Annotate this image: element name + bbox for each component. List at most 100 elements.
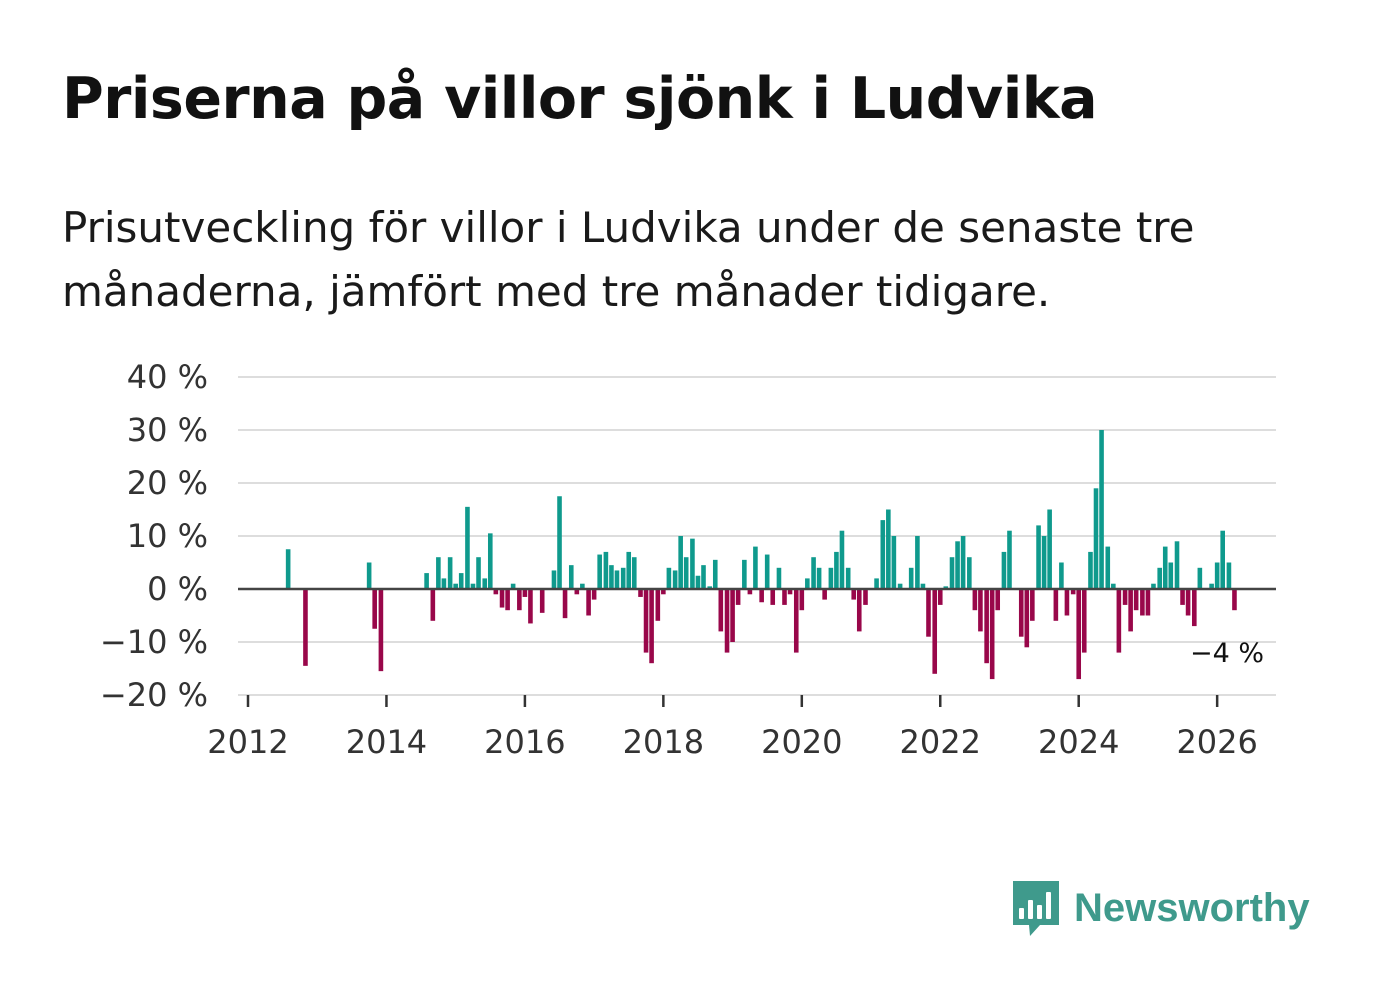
bar (551, 570, 557, 589)
bar (1081, 589, 1087, 653)
bar (1122, 589, 1128, 605)
bar (453, 583, 458, 589)
bar (967, 557, 972, 589)
chart-title: Priserna på villor sjönk i Ludvika (62, 66, 1098, 132)
bar (436, 557, 441, 589)
bar (557, 496, 562, 589)
bar (1128, 589, 1133, 632)
x-tick-label: 2020 (761, 723, 842, 761)
bar (482, 578, 488, 589)
bar (597, 554, 602, 589)
bar (1099, 430, 1104, 589)
bar (1174, 541, 1180, 589)
bar (1053, 589, 1059, 621)
bar (834, 551, 839, 589)
bar (995, 589, 1001, 611)
bar (1093, 488, 1099, 589)
bar (1024, 589, 1030, 648)
bar (666, 567, 672, 589)
bar (735, 589, 741, 605)
bar (1036, 525, 1041, 589)
bar (793, 589, 799, 653)
bar (787, 589, 793, 595)
bar (915, 536, 920, 589)
bar (960, 536, 966, 589)
bar (880, 520, 886, 589)
bar (493, 589, 499, 595)
bar (574, 589, 580, 595)
bar (510, 583, 516, 589)
bar (372, 589, 377, 629)
bar (465, 506, 470, 589)
bar (1168, 562, 1174, 589)
bar (1133, 589, 1139, 611)
bar (724, 589, 730, 653)
bar (972, 589, 978, 611)
x-axis-labels: 2012 2014 2016 2018 2020 2022 2024 2026 (207, 723, 1258, 761)
bar (1214, 562, 1220, 589)
bar (522, 589, 528, 597)
bar (897, 583, 903, 589)
bar (799, 589, 805, 611)
bar (1088, 551, 1093, 589)
bar (816, 567, 822, 589)
bar (874, 578, 879, 589)
bar (1007, 530, 1012, 589)
bar (586, 589, 591, 616)
bar (609, 565, 614, 589)
bar (891, 536, 897, 589)
y-tick-label: 10 % (127, 517, 208, 555)
bar (978, 589, 983, 632)
bar (1226, 562, 1232, 589)
bar (1105, 546, 1111, 589)
bar (1151, 583, 1156, 589)
bar (1076, 589, 1082, 680)
bar (955, 541, 960, 589)
bar (631, 557, 637, 589)
bar (1197, 567, 1203, 589)
bar (1047, 509, 1052, 589)
bar-series (285, 430, 1237, 680)
y-tick-label: 0 % (147, 570, 208, 608)
bar (839, 530, 845, 589)
bar (458, 573, 464, 589)
bar (937, 589, 943, 605)
bar (753, 546, 758, 589)
bar (366, 562, 372, 589)
bar (1070, 589, 1076, 595)
bar (441, 578, 447, 589)
bar (1059, 562, 1064, 589)
newsworthy-logo[interactable]: Newsworthy (1010, 878, 1310, 938)
bar (984, 589, 989, 664)
bar (447, 557, 453, 589)
bar (562, 589, 568, 619)
bar (943, 586, 949, 589)
bar (1064, 589, 1070, 616)
bar (989, 589, 995, 680)
x-tick-label: 2022 (900, 723, 981, 761)
bar (949, 557, 955, 589)
bar (1157, 567, 1162, 589)
bar (1209, 583, 1214, 589)
bar (1041, 536, 1047, 589)
bar (638, 589, 643, 597)
bar (759, 589, 764, 603)
bar (1001, 551, 1007, 589)
bar (863, 589, 868, 605)
bar (776, 567, 782, 589)
bar (626, 551, 632, 589)
bar (580, 583, 585, 589)
bar (539, 589, 545, 613)
y-tick-label: 20 % (127, 464, 208, 502)
y-tick-label: 30 % (127, 411, 208, 449)
bar (845, 567, 851, 589)
bar (828, 567, 834, 589)
bar (1030, 589, 1035, 621)
bar (683, 557, 689, 589)
last-value-label: −4 % (1190, 638, 1264, 669)
bar (1192, 589, 1197, 627)
x-tick-label: 2024 (1038, 723, 1119, 761)
bar (661, 589, 666, 595)
bar (1018, 589, 1024, 637)
bar (742, 559, 747, 589)
